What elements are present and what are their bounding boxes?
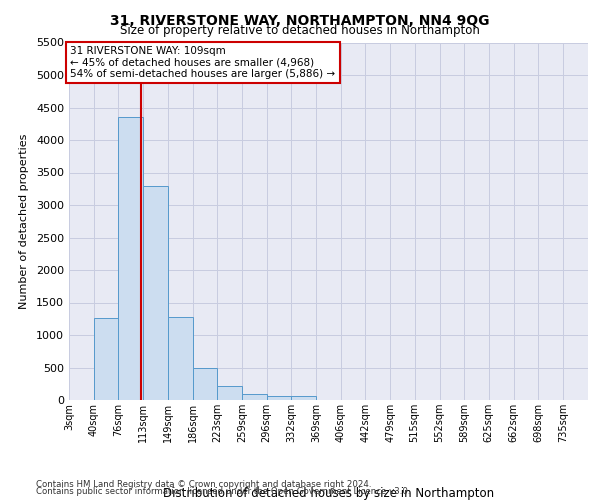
Bar xyxy=(217,386,242,400)
Bar xyxy=(143,186,168,400)
Text: Size of property relative to detached houses in Northampton: Size of property relative to detached ho… xyxy=(120,24,480,37)
Text: 31, RIVERSTONE WAY, NORTHAMPTON, NN4 9QG: 31, RIVERSTONE WAY, NORTHAMPTON, NN4 9QG xyxy=(110,14,490,28)
Y-axis label: Number of detached properties: Number of detached properties xyxy=(19,134,29,309)
Bar xyxy=(167,318,193,400)
Bar xyxy=(193,368,217,400)
Bar xyxy=(291,396,316,400)
Bar xyxy=(118,117,143,400)
Text: Contains HM Land Registry data © Crown copyright and database right 2024.: Contains HM Land Registry data © Crown c… xyxy=(36,480,371,489)
Bar xyxy=(242,394,267,400)
Text: 31 RIVERSTONE WAY: 109sqm
← 45% of detached houses are smaller (4,968)
54% of se: 31 RIVERSTONE WAY: 109sqm ← 45% of detac… xyxy=(70,46,335,79)
X-axis label: Distribution of detached houses by size in Northampton: Distribution of detached houses by size … xyxy=(163,486,494,500)
Bar xyxy=(94,318,119,400)
Text: Contains public sector information licensed under the Open Government Licence v3: Contains public sector information licen… xyxy=(36,487,410,496)
Bar xyxy=(267,396,292,400)
